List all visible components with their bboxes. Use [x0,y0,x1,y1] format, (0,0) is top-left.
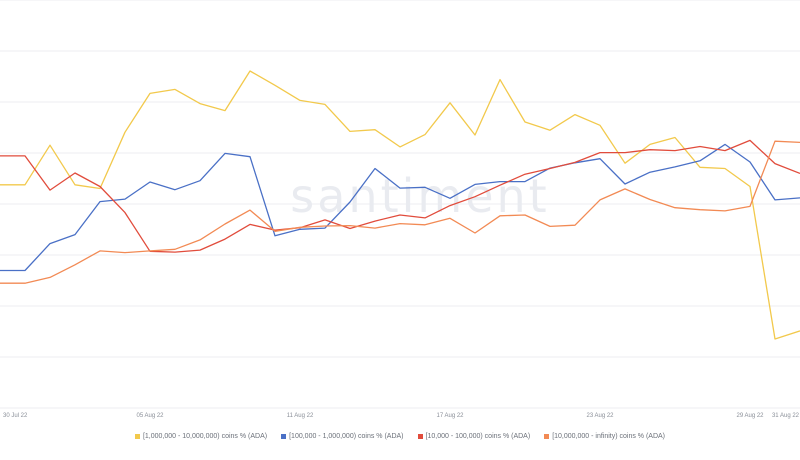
series-line-4 [0,140,800,284]
legend-swatch [281,434,287,439]
legend-swatch [417,434,423,439]
chart-legend: [1,000,000 - 10,000,000) coins % (ADA) [1… [0,433,800,440]
series-line-2 [0,143,800,272]
legend-item-4[interactable]: [10,000,000 - infinity) coins % (ADA) [544,433,665,440]
legend-label: [10,000 - 100,000) coins % (ADA) [425,433,531,440]
x-axis-ticks: 30 Jul 22 05 Aug 22 11 Aug 22 17 Aug 22 23 A… [3,413,800,419]
legend-item-1[interactable]: [1,000,000 - 10,000,000) coins % (ADA) [134,433,268,440]
x-tick-label: 29 Aug 22 [736,413,764,419]
legend-label: [1,000,000 - 10,000,000) coins % (ADA) [142,433,268,440]
x-tick-label: 05 Aug 22 [136,413,164,419]
x-tick-label: 30 Jul 22 [3,413,28,419]
watermark-text: santiment [290,169,549,223]
series-lines [0,70,800,340]
series-line-3 [0,139,800,253]
x-tick-label: 11 Aug 22 [287,413,314,419]
x-tick-label: 17 Aug 22 [436,413,464,419]
legend-item-2[interactable]: [100,000 - 1,000,000) coins % (ADA) [281,433,404,440]
legend-label: [100,000 - 1,000,000) coins % (ADA) [289,433,404,440]
line-chart: santiment 30 Jul 22 05 Aug 22 11 Aug 22 17 … [0,0,800,419]
legend-swatch [134,434,140,439]
legend-swatch [544,434,550,439]
legend-label: [10,000,000 - infinity) coins % (ADA) [552,433,666,440]
x-tick-label: 31 Aug 22 [772,413,800,419]
chart-grid [0,0,800,409]
x-tick-label: 23 Aug 22 [586,413,614,419]
series-line-1 [0,70,800,340]
legend-item-3[interactable]: [10,000 - 100,000) coins % (ADA) [417,433,531,440]
